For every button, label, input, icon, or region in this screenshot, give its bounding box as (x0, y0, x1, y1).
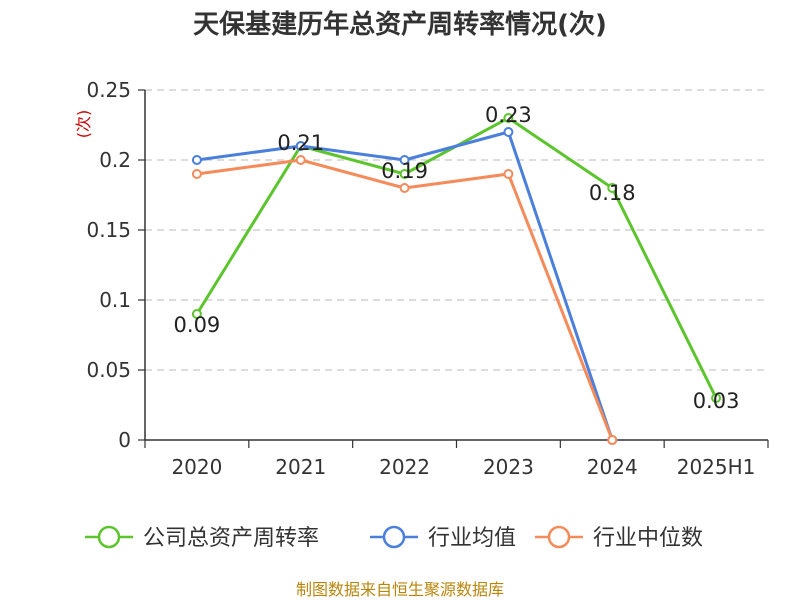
legend-label: 行业均值 (428, 526, 516, 551)
legend-item[interactable]: 公司总资产周转率 (85, 525, 319, 551)
series-point (191, 155, 202, 165)
series-point (607, 183, 618, 193)
data-label: 0.18 (589, 181, 636, 205)
y-tick-label: 0.1 (99, 288, 131, 312)
data-label: 0.09 (174, 313, 221, 337)
x-tick-label: 2023 (483, 455, 534, 479)
x-tick-label: 2022 (379, 455, 430, 479)
series-point (191, 309, 202, 319)
chart-title: 天保基建历年总资产周转率情况(次) (193, 9, 607, 40)
data-labels: 0.09 0.21 0.19 0.23 0.18 0.03 (174, 103, 740, 413)
x-tick-label: 2025H1 (677, 455, 756, 479)
y-tick-label: 0 (118, 428, 131, 452)
axes: 0 0.05 0.1 0.15 0.2 0.25 2020 2021 2022 2023 2024 2… (86, 78, 769, 479)
legend-marker (97, 525, 121, 549)
series-point (191, 169, 202, 179)
y-tick-label: 0.05 (86, 358, 131, 382)
series-point (399, 169, 410, 179)
x-tick-label: 2024 (587, 455, 638, 479)
legend-marker (382, 525, 406, 549)
source-note: 制图数据来自恒生聚源数据库 (296, 580, 504, 599)
series-group (191, 113, 722, 445)
data-label: 0.21 (277, 131, 324, 155)
series-point (503, 169, 514, 179)
series-point (503, 127, 514, 137)
series-point (607, 435, 618, 445)
series-point (399, 155, 410, 165)
y-tick-label: 0.15 (86, 218, 131, 242)
legend[interactable]: 公司总资产周转率 行业均值 行业中位数 (85, 525, 703, 551)
legend-label: 行业中位数 (593, 526, 703, 551)
data-label: 0.03 (693, 389, 740, 413)
y-axis-label: (次) (74, 110, 93, 139)
data-label: 0.19 (381, 159, 428, 183)
grid-lines (145, 89, 768, 371)
series-point (503, 113, 514, 123)
y-tick-label: 0.25 (86, 78, 131, 102)
x-tick-label: 2020 (171, 455, 222, 479)
legend-label: 公司总资产周转率 (143, 526, 319, 551)
legend-item[interactable]: 行业均值 (370, 525, 516, 551)
x-tick-label: 2021 (275, 455, 326, 479)
series-point (711, 393, 722, 403)
series-point (295, 141, 306, 151)
data-label: 0.23 (485, 103, 532, 127)
series-point (399, 183, 410, 193)
legend-marker (547, 525, 571, 549)
series-point (295, 155, 306, 165)
y-tick-label: 0.2 (99, 148, 131, 172)
legend-item[interactable]: 行业中位数 (535, 525, 703, 551)
